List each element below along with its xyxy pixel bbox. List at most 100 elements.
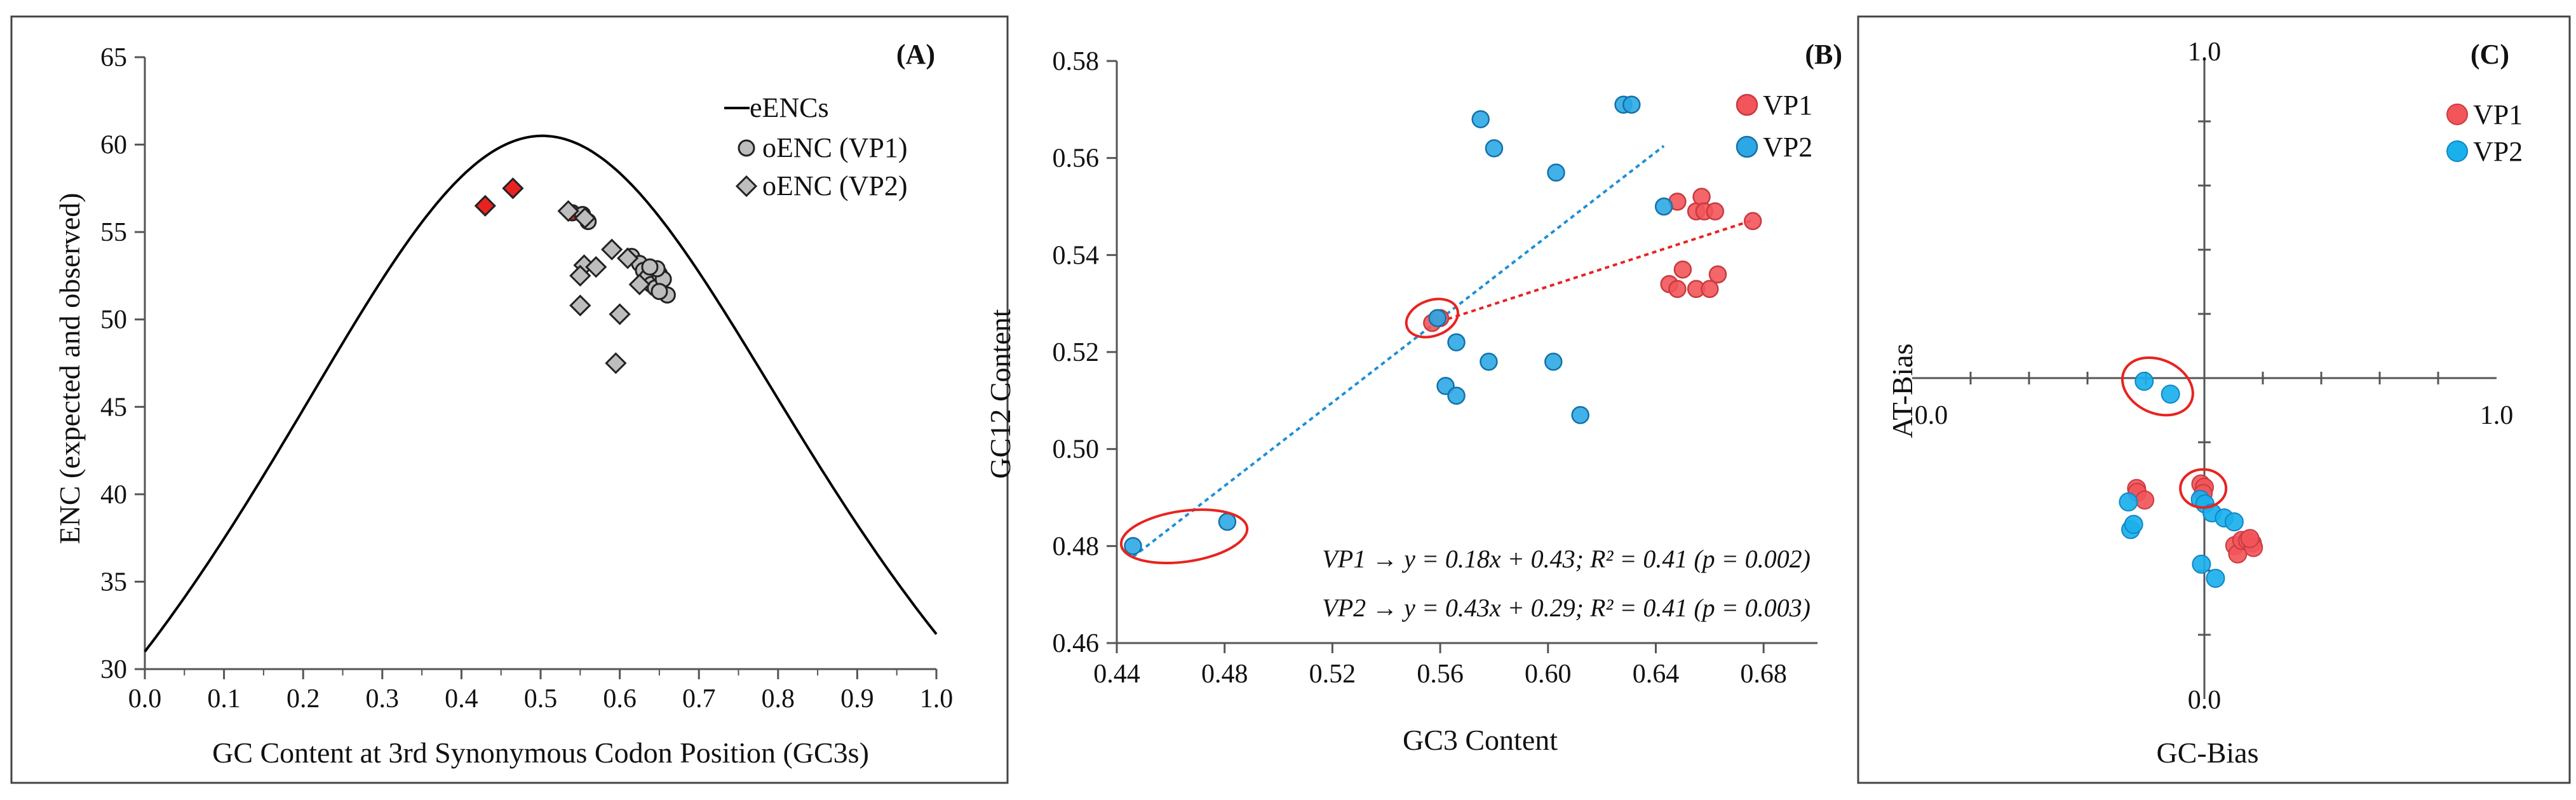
vp2-point bbox=[1485, 139, 1504, 158]
x-tick-label: 0.56 bbox=[1417, 660, 1464, 689]
panel-a-legend: eENCs oENC (VP1) oENC (VP2) bbox=[724, 92, 908, 201]
y-tick-label: 0.48 bbox=[1053, 532, 1100, 561]
y-tick-label: 40 bbox=[100, 480, 127, 510]
vp2-point bbox=[2224, 512, 2244, 532]
panel-b-equation-vp2: VP2 → y = 0.43x + 0.29; R² = 0.41 (p = 0… bbox=[1322, 593, 1811, 622]
oenc-vp2-point bbox=[569, 264, 591, 287]
y-tick-label: 65 bbox=[100, 43, 127, 72]
oenc-vp2-point bbox=[616, 247, 639, 269]
x-tick-label-min: 0.0 bbox=[1915, 401, 1948, 430]
panel-c-ylabel: AT-Bias bbox=[1886, 343, 1919, 438]
y-tick-label: 0.56 bbox=[1053, 144, 1100, 173]
oenc-vp2-point bbox=[628, 273, 651, 295]
panel-b: 0.44 0.48 0.52 0.56 0.60 0.64 0.68 0.46 0.48 0.50… bbox=[984, 39, 1842, 756]
panel-b-ticks: 0.44 0.48 0.52 0.56 0.60 0.64 0.68 0.46 0.48 0.50… bbox=[1053, 47, 1817, 689]
oenc-vp2-point bbox=[474, 194, 496, 217]
panel-c-circled bbox=[2121, 356, 2228, 509]
panel-b-ylabel: GC12 Content bbox=[984, 309, 1016, 478]
panel-a-curve bbox=[144, 134, 938, 653]
vp2-point bbox=[1571, 405, 1589, 424]
vp2-point bbox=[2206, 569, 2225, 588]
vp2-point bbox=[1124, 537, 1142, 555]
x-tick-label: 0.48 bbox=[1201, 660, 1248, 689]
oenc-vp1-point bbox=[651, 283, 668, 301]
y-tick-label: 60 bbox=[100, 131, 127, 160]
panel-a-ylabel: ENC (expected and observed) bbox=[53, 193, 86, 544]
vp2-point bbox=[2124, 515, 2143, 534]
y-tick-label-min: 0.0 bbox=[2188, 686, 2222, 715]
x-tick-label: 0.5 bbox=[524, 684, 558, 714]
x-tick-label: 0.4 bbox=[445, 684, 478, 714]
panel-a-frame bbox=[10, 15, 1009, 784]
vp1-point bbox=[2240, 529, 2260, 548]
y-tick-label: 55 bbox=[100, 218, 127, 247]
legend-vp1-label: oENC (VP1) bbox=[762, 132, 908, 163]
legend-vp1-marker bbox=[738, 139, 755, 157]
vp1-point bbox=[2135, 490, 2155, 510]
x-tick-label: 0.68 bbox=[1740, 660, 1787, 689]
x-tick-label: 0.9 bbox=[840, 684, 874, 714]
y-tick-label: 0.58 bbox=[1053, 47, 1100, 76]
y-tick-label: 35 bbox=[100, 567, 127, 597]
trendline-vp2 bbox=[1132, 145, 1665, 558]
legend-marker-vp1 bbox=[1736, 93, 1758, 116]
vp2-point bbox=[1544, 353, 1563, 371]
vp2-point bbox=[1447, 386, 1466, 405]
legend-eenc-label: eENCs bbox=[750, 92, 829, 123]
vp1-point bbox=[1673, 260, 1692, 279]
vp2-point bbox=[1471, 110, 1490, 128]
oenc-vp2-point bbox=[601, 238, 623, 261]
x-tick-label: 0.44 bbox=[1093, 660, 1140, 689]
vp2-point bbox=[1480, 353, 1498, 371]
vp2-point bbox=[2192, 554, 2211, 574]
x-tick-label-max: 1.0 bbox=[2480, 401, 2514, 430]
legend-label-vp2: VP2 bbox=[1763, 132, 1812, 163]
y-tick-label: 0.52 bbox=[1053, 338, 1100, 367]
oenc-vp2-point bbox=[605, 352, 627, 374]
panel-b-label: (B) bbox=[1805, 39, 1842, 70]
panel-c-points bbox=[2119, 372, 2263, 588]
trendline-vp1 bbox=[1431, 219, 1753, 325]
oenc-vp2-point bbox=[557, 200, 579, 222]
panel-a-points bbox=[474, 177, 676, 374]
oenc-vp2-point bbox=[502, 177, 524, 200]
oenc-vp1-point bbox=[641, 258, 659, 276]
legend-label-vp1: VP1 bbox=[1763, 90, 1812, 121]
panel-a-xlabel: GC Content at 3rd Synonymous Codon Posit… bbox=[212, 736, 869, 769]
vp1-point bbox=[1692, 187, 1711, 206]
legend-vp2-marker bbox=[735, 175, 758, 198]
vp1-point bbox=[1706, 202, 1725, 220]
legend-marker-vp2 bbox=[1736, 135, 1758, 158]
panel-b-xlabel: GC3 Content bbox=[1403, 724, 1558, 756]
x-tick-label: 1.0 bbox=[920, 684, 954, 714]
y-tick-label-max: 1.0 bbox=[2188, 37, 2222, 67]
x-tick-label: 0.1 bbox=[207, 684, 241, 714]
x-tick-label: 0.8 bbox=[762, 684, 795, 714]
x-tick-label: 0.2 bbox=[287, 684, 320, 714]
vp2-point bbox=[1547, 163, 1565, 182]
vp1-point bbox=[1701, 280, 1719, 299]
legend-label-vp2: VP2 bbox=[2473, 136, 2523, 167]
y-tick-label: 30 bbox=[100, 655, 127, 684]
panel-b-circled bbox=[1119, 297, 1459, 565]
oenc-vp2-point bbox=[585, 256, 607, 278]
x-tick-label: 0.3 bbox=[366, 684, 400, 714]
vp2-point bbox=[1622, 95, 1641, 114]
vp1-point bbox=[1668, 280, 1687, 299]
panel-c-axes: 0.0 1.0 0.0 1.0 bbox=[1912, 37, 2513, 715]
y-tick-label: 0.50 bbox=[1053, 435, 1100, 464]
vp2-point bbox=[1447, 333, 1466, 351]
circled-group-upper bbox=[2121, 356, 2194, 417]
oenc-vp2-point bbox=[574, 207, 596, 229]
panel-a: 0.0 0.1 0.2 0.3 0.4 0.5 0.6 0.7 0.8 0.9 1.0 30 35 40 4… bbox=[10, 15, 1009, 784]
x-tick-label: 0.7 bbox=[682, 684, 716, 714]
panel-c-frame bbox=[1857, 15, 2571, 784]
legend-marker-vp1 bbox=[2446, 104, 2468, 125]
circled-group-lower bbox=[1119, 508, 1249, 565]
panel-b-equation-vp1: VP1 → y = 0.18x + 0.43; R² = 0.41 (p = 0… bbox=[1322, 545, 1811, 573]
y-tick-label: 50 bbox=[100, 306, 127, 335]
vp1-point bbox=[1743, 212, 1762, 231]
panel-c-xlabel: GC-Bias bbox=[2157, 736, 2259, 769]
